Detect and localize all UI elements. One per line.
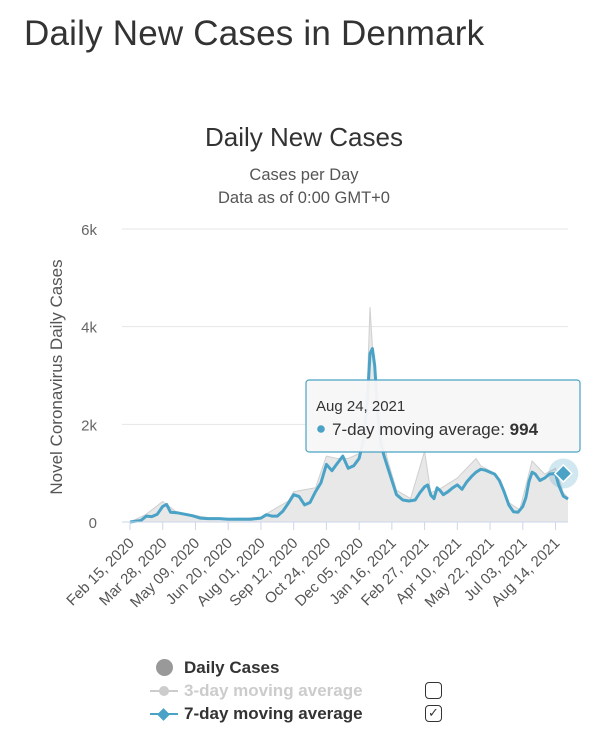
y-axis-ticks: 0 2k 4k 6k xyxy=(81,222,97,532)
checkbox-3-day-average[interactable] xyxy=(425,682,442,699)
tooltip-box xyxy=(305,379,581,453)
legend-label: Daily Cases xyxy=(184,657,280,677)
y-axis-label: Novel Coronavirus Daily Cases xyxy=(47,259,66,494)
tooltip-series-text: 7-day moving average: 994 xyxy=(332,420,539,439)
chart-subtitle-1: Cases per Day xyxy=(249,166,359,184)
y-tick-label: 6k xyxy=(81,222,97,239)
line-marker-icon xyxy=(150,686,178,696)
tooltip-date: Aug 24, 2021 xyxy=(316,398,405,415)
hover-highlight xyxy=(548,458,579,489)
tooltip-series-dot xyxy=(317,425,325,433)
legend-label: 3-day moving average xyxy=(184,680,363,700)
checkbox-7-day-average[interactable]: ✓ xyxy=(425,705,442,722)
circle-icon xyxy=(156,659,173,676)
y-tick-label: 0 xyxy=(89,515,97,532)
y-tick-label: 4k xyxy=(81,320,97,337)
legend: Daily Cases 3-day moving average 7-day m… xyxy=(150,656,470,725)
y-tick-label: 2k xyxy=(81,417,97,434)
page-title: Daily New Cases in Denmark xyxy=(24,14,485,53)
legend-item-7-day-average[interactable]: 7-day moving average ✓ xyxy=(150,702,470,725)
diamond-line-icon xyxy=(150,707,178,721)
legend-item-daily-cases[interactable]: Daily Cases xyxy=(150,656,470,679)
chart: Daily New Cases Cases per Day Data as of… xyxy=(47,122,581,611)
legend-item-3-day-average[interactable]: 3-day moving average xyxy=(150,679,470,702)
tooltip: Aug 24, 2021 7-day moving average: 994 xyxy=(305,379,581,453)
highlight-point xyxy=(553,463,573,484)
legend-label: 7-day moving average xyxy=(184,703,363,723)
chart-title: Daily New Cases xyxy=(205,122,403,152)
tooltip-series-label: 7-day moving average: xyxy=(332,420,510,439)
chart-subtitle-2: Data as of 0:00 GMT+0 xyxy=(218,189,390,207)
tooltip-value: 994 xyxy=(510,420,539,439)
